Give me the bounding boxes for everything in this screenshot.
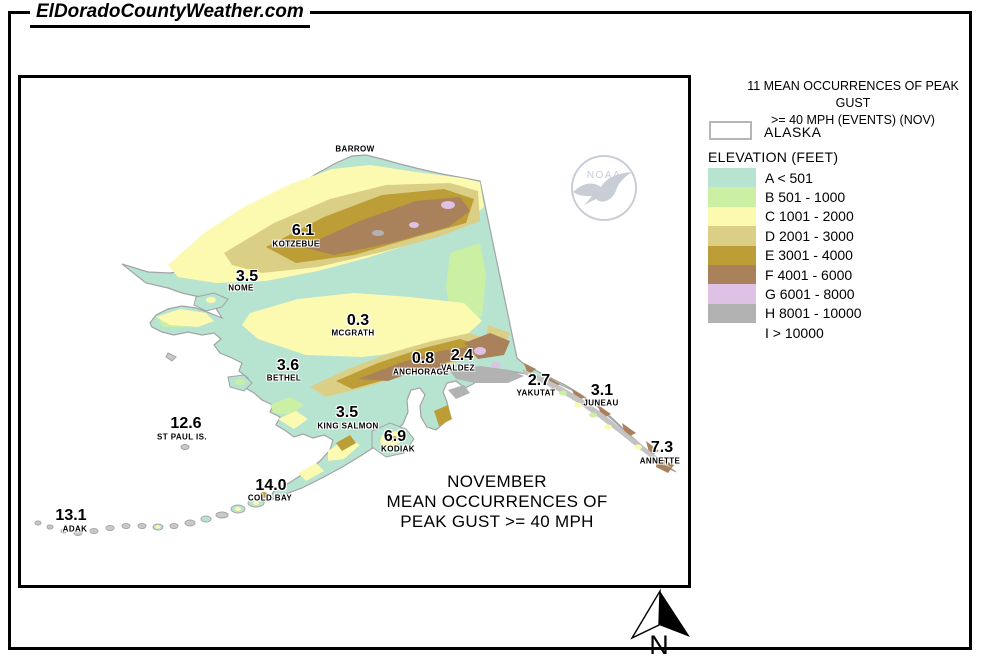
station-value-nome: 3.5 [235,268,259,285]
station-name-mcgrath: MCGRATH [331,328,375,338]
station-name-kotzebue: KOTZEBUE [272,239,320,249]
station-name-yakutat: YAKUTAT [516,388,556,398]
legend-label-g: G 6001 - 8000 [765,286,855,303]
station-name-valdez: VALDEZ [441,363,475,373]
station-value-bethel: 3.6 [276,357,300,374]
islands [165,292,415,458]
station-value-king-salmon: 3.5 [335,404,359,421]
north-arrow-icon: N [630,588,690,657]
legend-heading-line1: 11 MEAN OCCURRENCES OF PEAK GUST [747,79,959,110]
legend-swatch-i [708,323,756,343]
station-value-annette: 7.3 [650,439,674,456]
station-name-king-salmon: KING SALMON [317,421,379,431]
elevation-gray-patches [372,230,524,399]
legend-row: E 3001 - 4000 [708,245,862,265]
north-label: N [649,630,669,657]
alaska-map [34,154,677,536]
legend-label-e: E 3001 - 4000 [765,247,853,264]
legend-heading-line2: >= 40 MPH (EVENTS) (NOV) [771,113,935,127]
station-value-juneau: 3.1 [590,382,614,399]
station-name-barrow: BARROW [335,144,375,154]
legend-swatch-e [708,245,756,265]
station-name-anchorage: ANCHORAGE [392,367,450,377]
legend-label-f: F 4001 - 6000 [765,266,853,283]
station-value-kotzebue: 6.1 [291,222,315,239]
station-value-adak: 13.1 [55,507,87,524]
station-value-yakutat: 2.7 [527,372,551,389]
legend-row: A < 501 [708,168,862,188]
legend-row: I > 10000 [708,323,862,343]
elevation-legend-heading: ELEVATION (FEET) [708,149,839,165]
noaa-logo: NOAA [571,155,637,221]
legend-heading: 11 MEAN OCCURRENCES OF PEAK GUST >= 40 M… [733,78,973,129]
legend-swatch-f [708,264,756,285]
station-name-bethel: BETHEL [266,373,302,383]
legend-label-c: C 1001 - 2000 [765,208,854,225]
map-title-line2: MEAN OCCURRENCES OF [386,492,608,511]
station-value-anchorage: 0.8 [411,350,435,367]
legend-swatch-c [708,206,756,227]
legend-row: H 8001 - 10000 [708,303,862,324]
station-value-st-paul: 12.6 [170,415,202,432]
legend-swatch-b [708,187,756,207]
legend-row: C 1001 - 2000 [708,206,862,227]
station-name-adak: ADAK [62,524,88,534]
panhandle-terrain [522,369,672,468]
map-title: NOVEMBER MEAN OCCURRENCES OF PEAK GUST >… [357,472,637,532]
site-title: ElDoradoCountyWeather.com [30,0,310,28]
station-name-st-paul: ST PAUL IS. [157,432,207,442]
aleutian-islands [34,498,265,536]
station-value-valdez: 2.4 [450,347,474,364]
legend-swatch-g [708,284,756,304]
legend-row: G 6001 - 8000 [708,284,862,304]
legend-row: B 501 - 1000 [708,187,862,207]
elevation-lavender-spots [409,201,501,368]
alaska-area-label: ALASKA [764,124,822,140]
station-value-mcgrath: 0.3 [346,312,370,329]
noaa-bird-icon [573,172,632,205]
legend-row: F 4001 - 6000 [708,264,862,285]
legend-swatch-h [708,303,756,324]
legend-swatch-a [708,168,756,188]
legend-label-b: B 501 - 1000 [765,189,846,206]
noaa-logo-text: NOAA [587,170,621,181]
station-name-kodiak: KODIAK [381,444,415,454]
legend-label-h: H 8001 - 10000 [765,305,862,322]
station-name-nome: NOME [228,283,254,293]
legend-label-i: I > 10000 [765,324,824,341]
station-value-kodiak: 6.9 [383,428,407,445]
station-value-cold-bay: 14.0 [255,477,287,494]
station-name-juneau: JUNEAU [583,398,619,408]
legend-swatch-d [708,226,756,246]
station-name-annette: ANNETTE [639,456,681,466]
legend-row: D 2001 - 3000 [708,226,862,246]
station-name-cold-bay: COLD BAY [247,493,293,503]
elevation-legend: A < 501 B 501 - 1000 C 1001 - 2000 D 200… [708,168,862,343]
map-title-line1: NOVEMBER [447,472,547,491]
alaska-area-swatch [709,121,752,140]
map-title-line3: PEAK GUST >= 40 MPH [400,512,594,531]
outer-border [8,11,972,650]
legend-label-a: A < 501 [765,169,813,186]
legend-label-d: D 2001 - 3000 [765,227,854,244]
